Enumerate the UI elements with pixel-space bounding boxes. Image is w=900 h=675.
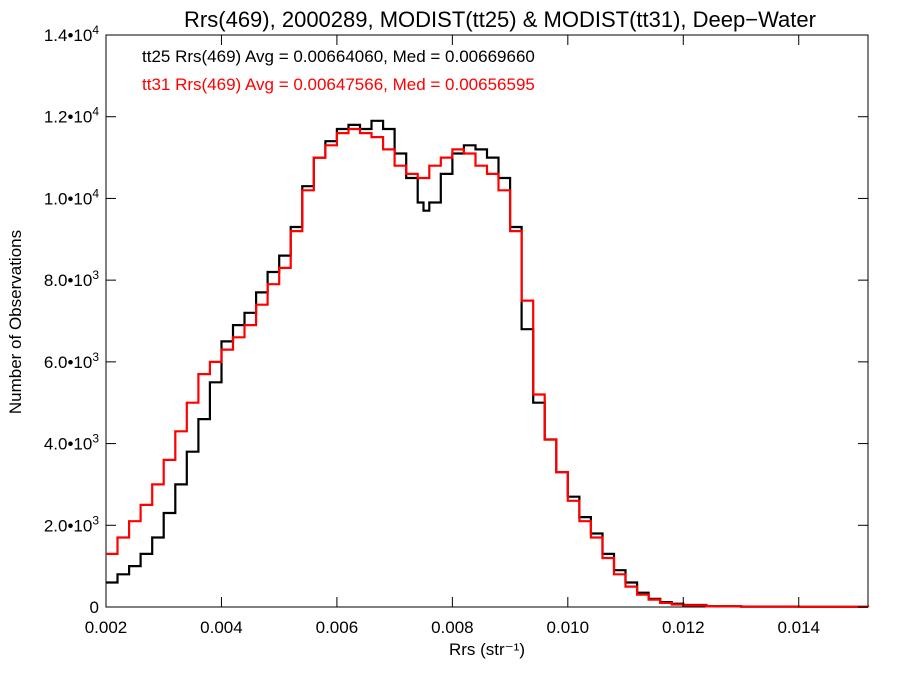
y-tick-label: 2.0•103: [44, 513, 100, 535]
ticks-group: [105, 34, 868, 608]
legend-entry-1: tt25 Rrs(469) Avg = 0.00664060, Med = 0.…: [142, 47, 535, 66]
y-tick-labels: 0 2.0•103 4.0•103 6.0•103 8.0•103 1.0•104 1.2•…: [44, 23, 100, 617]
series-1-line: [106, 119, 870, 608]
series-2-line: [106, 127, 870, 608]
plot-frame: [105, 34, 869, 608]
y-tick-label: 8.0•103: [44, 268, 100, 290]
x-tick-label: 0.014: [777, 618, 820, 637]
y-tick-label: 4.0•103: [44, 432, 100, 454]
y-tick-label: 6.0•103: [44, 350, 100, 372]
y-tick-label: 1.2•104: [44, 105, 100, 127]
chart-title: Rrs(469), 2000289, MODIST(tt25) & MODIST…: [184, 7, 816, 32]
y-axis-title: Number of Observations: [6, 230, 25, 414]
legend: tt25 Rrs(469) Avg = 0.00664060, Med = 0.…: [142, 47, 535, 94]
x-tick-label: 0.006: [316, 618, 359, 637]
x-tick-label: 0.002: [85, 618, 128, 637]
x-axis-title: Rrs (str⁻¹): [449, 640, 525, 659]
y-tick-label: 1.4•104: [44, 23, 100, 45]
y-tick-label: 1.0•104: [44, 186, 100, 208]
x-tick-label: 0.004: [200, 618, 243, 637]
x-tick-labels: 0.002 0.004 0.006 0.008 0.010 0.012 0.014: [85, 618, 820, 637]
y-tick-label: 0: [90, 598, 99, 617]
x-tick-label: 0.010: [547, 618, 590, 637]
x-tick-label: 0.012: [662, 618, 705, 637]
x-tick-label: 0.008: [431, 618, 474, 637]
legend-entry-2: tt31 Rrs(469) Avg = 0.00647566, Med = 0.…: [142, 75, 535, 94]
series-group: [106, 119, 870, 608]
plot-area: [105, 34, 870, 608]
